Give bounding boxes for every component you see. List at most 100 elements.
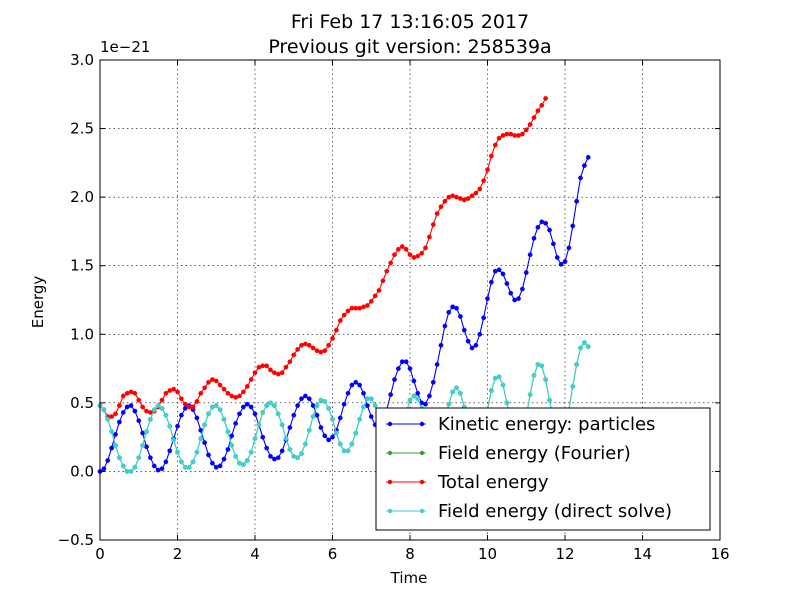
data-point	[213, 403, 219, 408]
data-point	[427, 393, 432, 399]
data-point	[306, 427, 312, 433]
legend-swatch-marker	[419, 421, 425, 427]
data-point	[244, 401, 250, 407]
legend-item: Total energy	[386, 472, 549, 493]
legend-swatch-marker	[387, 479, 393, 485]
data-point	[345, 390, 351, 396]
data-point	[334, 327, 339, 333]
data-point	[566, 245, 572, 251]
data-point	[175, 389, 180, 395]
data-point	[287, 359, 293, 365]
data-point	[167, 448, 173, 454]
data-point	[388, 392, 393, 397]
data-point	[458, 314, 463, 319]
data-point	[334, 430, 339, 436]
data-point	[109, 414, 114, 419]
data-point	[202, 440, 207, 445]
data-point	[326, 437, 331, 443]
series-0	[97, 155, 591, 474]
data-point	[341, 401, 347, 407]
data-point	[465, 338, 471, 344]
data-point	[268, 367, 273, 373]
data-point	[322, 399, 328, 404]
data-point	[365, 303, 370, 308]
data-point	[136, 455, 142, 461]
data-point	[415, 253, 421, 259]
data-point	[554, 255, 560, 260]
data-point	[396, 246, 401, 252]
data-point	[132, 408, 138, 414]
data-point	[326, 342, 331, 348]
data-point	[120, 463, 126, 469]
data-point	[450, 389, 455, 395]
data-point	[516, 296, 521, 301]
data-point	[117, 419, 122, 425]
data-point	[248, 404, 254, 410]
data-point	[330, 336, 335, 341]
data-point	[570, 384, 576, 389]
data-point	[306, 342, 312, 348]
data-point	[105, 416, 111, 422]
data-point	[109, 445, 114, 451]
data-point	[120, 410, 126, 415]
x-tick-label: 8	[405, 545, 415, 563]
data-point	[388, 260, 393, 266]
data-point	[299, 396, 304, 402]
data-point	[384, 268, 390, 274]
data-point	[427, 234, 432, 240]
data-point	[446, 401, 452, 407]
data-point	[539, 102, 545, 108]
data-point	[477, 331, 483, 337]
data-point	[144, 429, 149, 435]
data-point	[392, 252, 397, 258]
data-point	[523, 127, 529, 133]
data-point	[256, 422, 262, 428]
data-point	[248, 377, 254, 382]
data-point	[279, 370, 285, 376]
data-point	[310, 414, 316, 419]
data-point	[380, 278, 386, 284]
data-point	[221, 456, 227, 462]
data-point	[225, 447, 231, 452]
data-point	[117, 403, 122, 408]
data-point	[345, 448, 351, 454]
data-point	[570, 223, 576, 229]
data-point	[500, 271, 506, 277]
chart-title: Fri Feb 17 13:16:05 2017	[290, 11, 530, 33]
data-point	[547, 227, 552, 233]
data-point	[349, 441, 355, 447]
data-point	[233, 453, 238, 459]
data-point	[489, 153, 494, 159]
data-point	[140, 404, 145, 410]
legend-swatch-marker	[387, 450, 393, 456]
data-point	[527, 122, 533, 127]
data-point	[287, 425, 293, 430]
data-point	[206, 379, 211, 385]
data-point	[504, 400, 510, 406]
data-point	[434, 362, 440, 367]
data-point	[264, 445, 269, 451]
data-point	[368, 299, 374, 304]
data-point	[357, 416, 362, 422]
data-point	[132, 464, 138, 470]
data-point	[485, 296, 490, 301]
data-point	[454, 305, 459, 311]
y-tick-label: 3.0	[70, 51, 94, 69]
data-point	[531, 373, 537, 378]
x-tick-label: 4	[250, 545, 260, 563]
series-2	[97, 96, 548, 419]
data-point	[113, 443, 118, 448]
data-point	[508, 290, 514, 296]
y-axis-offset-label: 1e−21	[100, 38, 151, 56]
data-point	[496, 267, 502, 273]
x-tick-label: 10	[478, 545, 497, 563]
data-point	[136, 418, 142, 424]
data-point	[496, 135, 502, 141]
data-point	[585, 155, 591, 160]
data-point	[287, 447, 293, 452]
legend-box	[375, 407, 711, 531]
data-point	[438, 342, 444, 348]
data-point	[442, 323, 448, 329]
data-point	[275, 455, 281, 461]
